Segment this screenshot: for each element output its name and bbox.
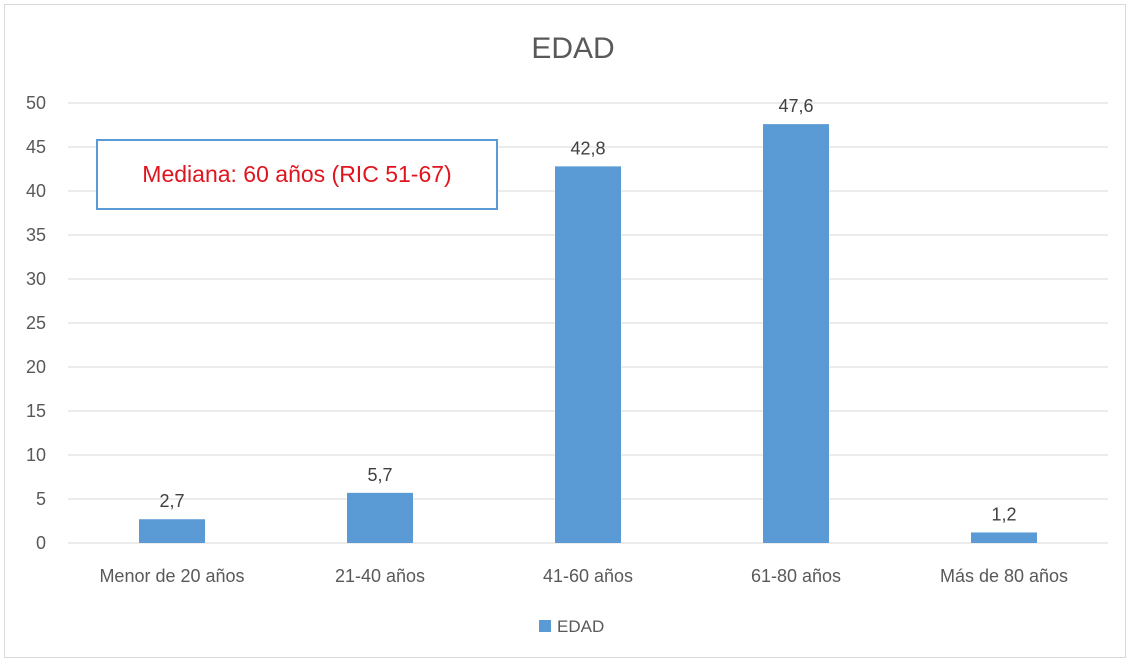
- annotation-border: [96, 139, 498, 210]
- bar-series: [139, 124, 1037, 544]
- data-label: 2,7: [159, 491, 184, 511]
- y-tick-label: 25: [26, 313, 46, 333]
- data-labels: 2,7 5,7 42,8 47,6 1,2: [159, 96, 1016, 524]
- y-tick-label: 50: [26, 93, 46, 113]
- data-label: 5,7: [367, 465, 392, 485]
- y-tick-label: 35: [26, 225, 46, 245]
- y-tick-label: 10: [26, 445, 46, 465]
- chart-title: EDAD: [531, 32, 614, 65]
- y-tick-label: 15: [26, 401, 46, 421]
- bar: [139, 519, 205, 543]
- y-tick-label: 30: [26, 269, 46, 289]
- x-axis: Menor de 20 años 21-40 años 41-60 años 61-8…: [99, 566, 1068, 586]
- x-tick-label: Más de 80 años: [940, 566, 1068, 586]
- legend: EDAD: [539, 617, 604, 636]
- bar: [555, 166, 621, 544]
- legend-label: EDAD: [557, 617, 604, 636]
- x-tick-label: 41-60 años: [543, 566, 633, 586]
- y-tick-label: 0: [36, 533, 46, 553]
- data-label: 42,8: [570, 138, 605, 158]
- annotation-text: Mediana: 60 años (RIC 51-67): [142, 161, 451, 187]
- y-tick-label: 5: [36, 489, 46, 509]
- x-tick-label: Menor de 20 años: [99, 566, 244, 586]
- y-tick-label: 20: [26, 357, 46, 377]
- bar: [347, 492, 413, 543]
- y-tick-label: 45: [26, 137, 46, 157]
- x-tick-label: 21-40 años: [335, 566, 425, 586]
- y-axis: 0 5 10 15 20 25 30 35 40 45 50: [26, 93, 46, 553]
- data-label: 47,6: [778, 96, 813, 116]
- bar: [763, 124, 829, 544]
- y-tick-label: 40: [26, 181, 46, 201]
- x-tick-label: 61-80 años: [751, 566, 841, 586]
- annotation-box: Mediana: 60 años (RIC 51-67): [96, 139, 498, 210]
- bar: [971, 532, 1037, 543]
- data-label: 1,2: [991, 504, 1016, 524]
- legend-swatch: [539, 620, 551, 632]
